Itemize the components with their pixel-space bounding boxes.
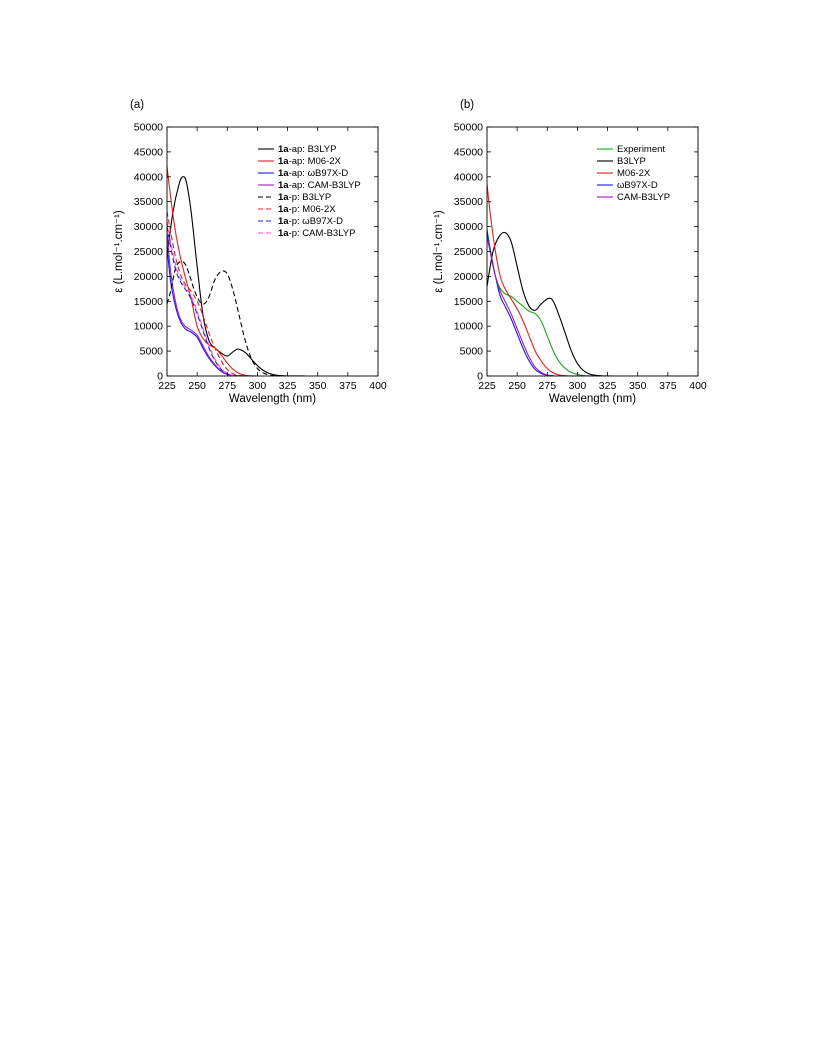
- y-tick-label: 35000: [454, 196, 483, 208]
- y-tick-label: 0: [157, 371, 163, 383]
- legend-label: Experiment: [617, 144, 665, 155]
- chart-panel-b: (b) 225 250 275 300 325 350 375 400 0 5000 10000 150…: [433, 99, 707, 405]
- x-tick-label: 375: [659, 380, 677, 392]
- legend-label: 1a-p: CAM-B3LYP: [278, 228, 355, 239]
- y-tick-label: 15000: [454, 296, 483, 308]
- y-tick-label: 30000: [134, 221, 163, 233]
- legend-label: ωB97X-D: [617, 180, 658, 191]
- series-line-0: [487, 229, 698, 376]
- x-tick-label: 350: [309, 380, 327, 392]
- series-line-1: [487, 231, 698, 376]
- x-tick-label: 300: [249, 380, 267, 392]
- x-tick-label: 250: [508, 380, 526, 392]
- y-tick-label: 10000: [454, 321, 483, 333]
- x-tick-label: 275: [219, 380, 237, 392]
- y-tick-label: 40000: [454, 171, 483, 183]
- series-line-2: [167, 246, 246, 376]
- y-tick-label: 20000: [454, 271, 483, 283]
- legend-label: 1a-ap: ωB97X-D: [278, 168, 348, 179]
- y-tick-label: 15000: [134, 296, 163, 308]
- legend-label: 1a-ap: B3LYP: [278, 144, 336, 155]
- y-tick-label: 40000: [134, 171, 163, 183]
- legend-label: 1a-p: B3LYP: [278, 192, 331, 203]
- series-line-4: [167, 260, 288, 376]
- panel-label: (a): [130, 99, 144, 111]
- x-tick-label: 325: [599, 380, 617, 392]
- series-line-7: [167, 221, 240, 376]
- y-tick-label: 5000: [460, 346, 484, 358]
- x-tick-label: 250: [188, 380, 206, 392]
- legend-label: 1a-p: ωB97X-D: [278, 216, 343, 227]
- series-line-4: [487, 236, 698, 376]
- series-group: [487, 184, 698, 376]
- y-tick-label: 45000: [134, 146, 163, 158]
- series-line-3: [487, 231, 698, 376]
- y-tick-label: 50000: [134, 122, 163, 134]
- legend-label: 1a-p: M06-2X: [278, 204, 336, 215]
- y-tick-label: 35000: [134, 196, 163, 208]
- legend-label: B3LYP: [617, 156, 646, 167]
- panel-label: (b): [460, 99, 474, 111]
- series-line-5: [167, 211, 246, 376]
- x-tick-label: 400: [689, 380, 707, 392]
- legend-label: 1a-ap: M06-2X: [278, 156, 342, 167]
- chart-panel-a: (a) 225 250 275 300 325 350 375 400 0 5000 10000 150…: [113, 99, 387, 405]
- y-axis-title: ε (L.mol⁻¹.cm⁻¹): [113, 210, 125, 293]
- x-tick-label: 300: [569, 380, 587, 392]
- y-tick-label: 5000: [140, 346, 164, 358]
- x-tick-label: 375: [339, 380, 357, 392]
- y-tick-label: 45000: [454, 146, 483, 158]
- legend-label: CAM-B3LYP: [617, 192, 670, 203]
- series-line-6: [167, 226, 240, 376]
- x-tick-label: 275: [539, 380, 557, 392]
- y-tick-label: 25000: [134, 246, 163, 258]
- legend-label: M06-2X: [617, 168, 651, 179]
- series-line-2: [487, 184, 698, 376]
- y-tick-label: 50000: [454, 122, 483, 134]
- y-tick-label: 30000: [454, 221, 483, 233]
- x-tick-label: 225: [158, 380, 176, 392]
- x-axis-title: Wavelength (nm): [229, 393, 316, 405]
- x-tick-label: 225: [478, 380, 496, 392]
- y-tick-label: 10000: [134, 321, 163, 333]
- x-tick-label: 400: [369, 380, 387, 392]
- y-axis-title: ε (L.mol⁻¹.cm⁻¹): [433, 210, 445, 293]
- x-tick-label: 350: [629, 380, 647, 392]
- y-tick-label: 20000: [134, 271, 163, 283]
- y-tick-label: 25000: [454, 246, 483, 258]
- x-tick-label: 325: [279, 380, 297, 392]
- series-group: [167, 166, 306, 376]
- y-tick-label: 0: [477, 371, 483, 383]
- x-axis-title: Wavelength (nm): [549, 393, 636, 405]
- legend-label: 1a-ap: CAM-B3LYP: [278, 180, 361, 191]
- series-line-1: [167, 166, 258, 376]
